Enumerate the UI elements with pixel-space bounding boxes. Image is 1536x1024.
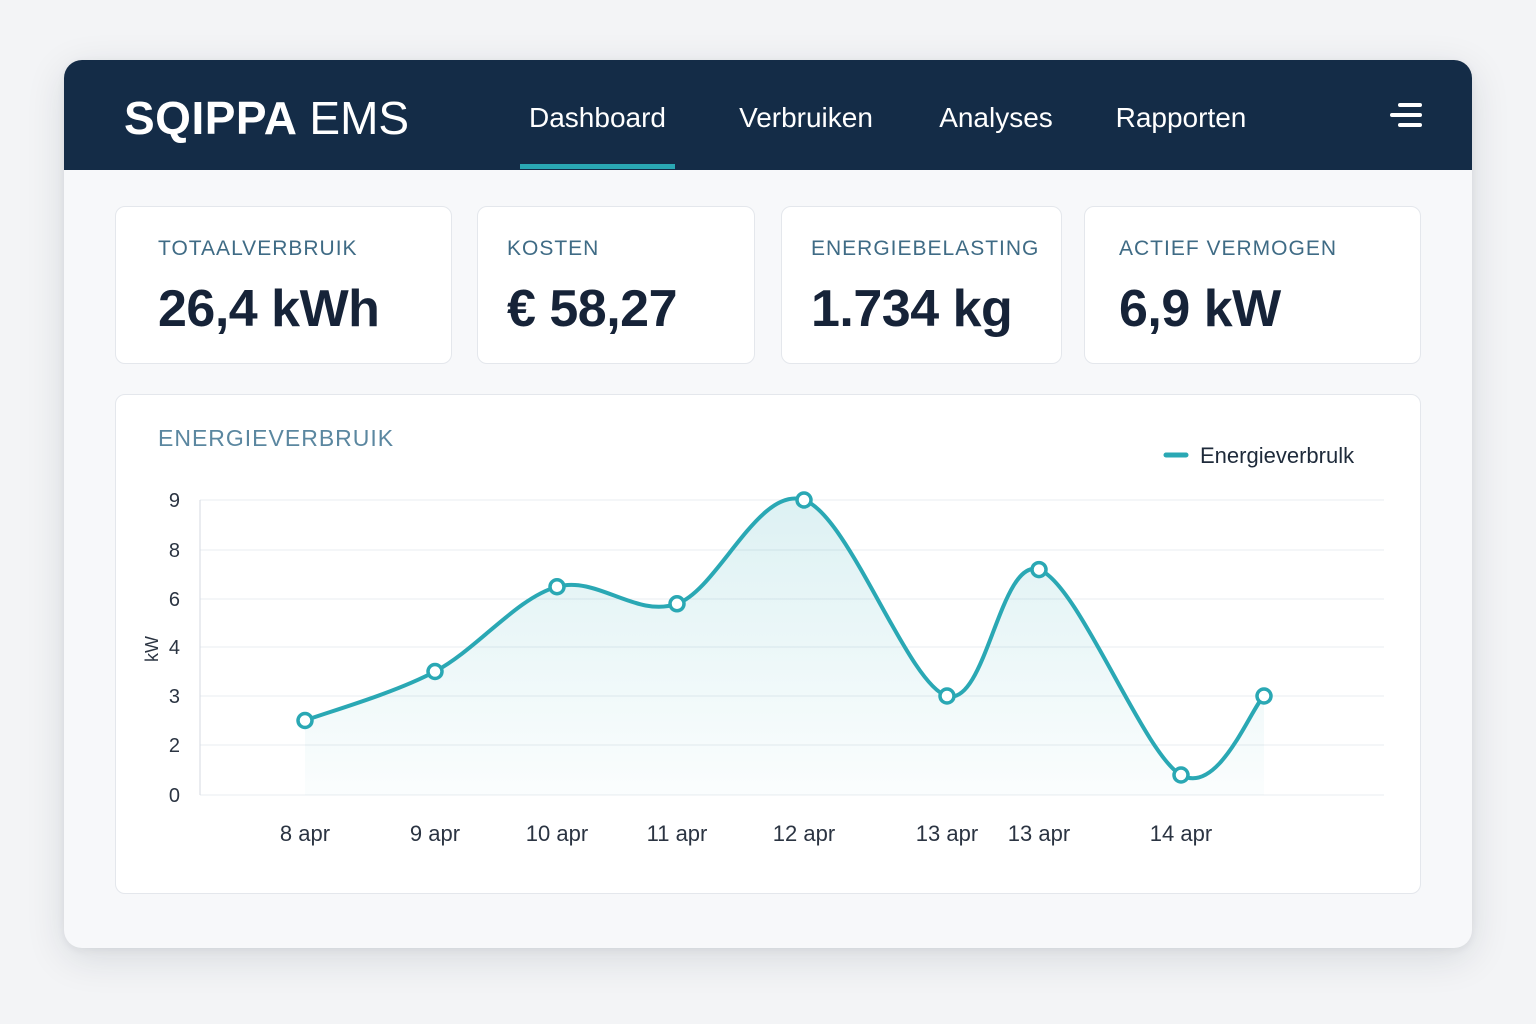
kpi-card-actief-vermogen: ACTIEF VERMOGEN 6,9 kW <box>1084 206 1421 364</box>
kpi-label: TOTAALVERBRUIK <box>158 237 358 260</box>
data-point <box>795 491 813 509</box>
series-line <box>303 496 1266 781</box>
legend-label: Energieverbrulk <box>1200 443 1355 468</box>
kpi-value: 26,4 kWh <box>158 280 380 338</box>
x-tick-label: 11 apr <box>647 821 708 846</box>
kpi-card-energiebelasting: ENERGIEBELASTING 1.734 kg <box>781 206 1062 364</box>
top-navigation-bar: SQIPPA EMS Dashboard Verbruiken Analyses … <box>64 60 1472 170</box>
data-point <box>296 711 314 730</box>
data-point <box>1255 687 1273 705</box>
x-tick-label: 14 apr <box>1150 821 1212 846</box>
kpi-label: ENERGIEBELASTING <box>811 237 1040 260</box>
kpi-value: 1.734 kg <box>811 280 1013 338</box>
energy-line-chart: 9 8 6 4 3 2 0 kW 8 apr 9 apr 10 apr 11 apr 12 apr 13 … <box>142 443 1384 846</box>
kpi-value: 6,9 kW <box>1119 280 1281 338</box>
y-axis-label: kW <box>142 636 162 662</box>
y-tick-label: 9 <box>169 490 180 512</box>
x-tick-label: 13 apr <box>1008 821 1070 846</box>
data-point <box>668 595 686 613</box>
brand-name: SQIPPA <box>124 92 298 144</box>
menu-icon[interactable] <box>1390 100 1424 130</box>
active-tab-indicator <box>520 164 675 169</box>
y-tick-label: 4 <box>169 637 180 659</box>
data-point <box>1030 560 1048 579</box>
y-tick-label: 6 <box>169 589 180 611</box>
y-tick-label: 0 <box>169 785 180 807</box>
chart-title: ENERGIEVERBRUIK <box>158 425 395 451</box>
series-area <box>305 498 1264 795</box>
nav-tab-dashboard[interactable]: Dashboard <box>529 102 666 133</box>
kpi-label: KOSTEN <box>507 237 600 260</box>
nav-tab-analyses[interactable]: Analyses <box>939 102 1053 133</box>
energy-chart-card: ENERGIEVERBRUIK 9 8 6 4 3 2 0 kW 8 apr 9 apr 10 ap… <box>115 394 1421 894</box>
x-tick-label: 13 apr <box>916 821 978 846</box>
app-window: SQIPPA EMS Dashboard Verbruiken Analyses … <box>64 60 1472 948</box>
y-tick-label: 3 <box>169 686 180 708</box>
x-tick-label: 8 apr <box>280 821 330 846</box>
x-tick-label: 12 apr <box>773 821 835 846</box>
x-tick-label: 9 apr <box>410 821 460 846</box>
nav-tab-rapporten[interactable]: Rapporten <box>1115 102 1247 133</box>
kpi-label: ACTIEF VERMOGEN <box>1119 237 1338 260</box>
y-tick-label: 2 <box>169 735 180 757</box>
data-point <box>1172 766 1190 784</box>
data-point <box>548 578 566 596</box>
nav-tab-verbruiken[interactable]: Verbruiken <box>739 102 873 133</box>
data-point <box>426 662 444 681</box>
kpi-card-totaalverbruik: TOTAALVERBRUIK 26,4 kWh <box>115 206 452 364</box>
kpi-value: € 58,27 <box>507 280 678 338</box>
y-tick-label: 8 <box>169 540 180 562</box>
kpi-card-kosten: KOSTEN € 58,27 <box>477 206 755 364</box>
brand-logo[interactable]: SQIPPA EMS <box>124 90 409 146</box>
x-tick-label: 10 apr <box>526 821 588 846</box>
brand-suffix: EMS <box>309 92 410 144</box>
data-point <box>938 687 956 705</box>
